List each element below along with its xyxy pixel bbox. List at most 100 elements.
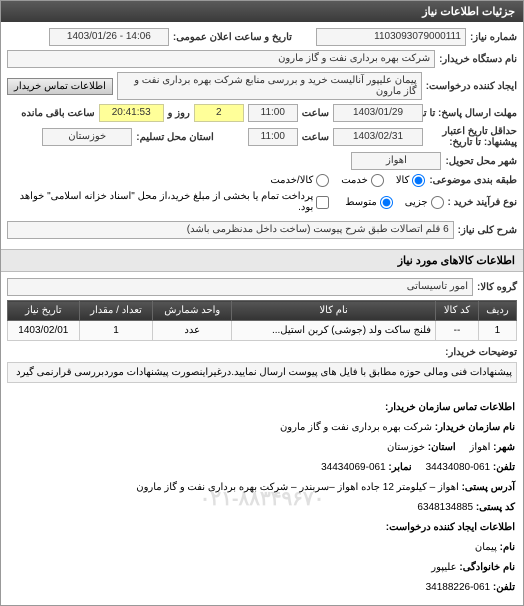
validity-date-field: 1403/02/31 [333,128,423,146]
category-radio-goods[interactable]: کالا [396,174,426,187]
fax-label: نمابر: [388,462,411,473]
address-label: آدرس پستی: [462,482,515,493]
contact-info-area: ۰۲۱-۸۸۳۴۹۶۷۰ اطلاعات تماس سازمان خریدار:… [1,393,523,605]
cell-date: 1403/02/01 [8,321,80,341]
info-address: آدرس پستی: اهواز – کیلومتر 12 جاده اهواز… [9,479,515,497]
cell-unit: عدد [153,321,232,341]
purchase-radio-partial[interactable]: جزیی [405,196,444,209]
time-remaining-field: 20:41:53 [99,104,164,122]
validity-label: حداقل تاریخ اعتبار پیشنهاد: تا تاریخ: [427,126,517,148]
surname-label: نام خانوادگی: [459,562,515,573]
validity-time-label: ساعت [302,132,329,143]
goods-table: ردیف کد کالا نام کالا واحد شمارش تعداد /… [7,300,517,341]
province-info-label: استان: [428,442,456,453]
info-org: نام سازمان خریدار: شرکت بهره برداری نفت … [9,419,515,437]
days-label: روز و [168,108,190,119]
row-buyer-desc: توضیحات خریدار: [7,347,517,358]
request-number-field: 1103093079000111 [316,28,466,46]
name-value: پیمان [475,542,497,553]
validity-label-line2: پیشنهاد: تا تاریخ: [449,137,517,148]
address-value: اهواز – کیلومتر 12 جاده اهواز –سربندر – … [136,482,459,493]
buyer-desc-label: توضیحات خریدار: [445,347,517,358]
requester-field: پیمان علیپور آنالیست خرید و بررسی منابع … [117,72,422,100]
purchase-radio-medium[interactable]: متوسط [345,196,392,209]
category-radio-group: کالا خدمت کالا/خدمت [270,174,425,187]
requester-section-title: اطلاعات ایجاد کننده درخواست: [9,519,515,537]
category-radio-both-label: کالا/خدمت [270,175,313,186]
fax-value: 061-34434069 [321,462,386,473]
treasury-checkbox[interactable]: پرداخت تمام یا بخشی از مبلغ خرید،از محل … [7,191,329,213]
cell-row-num: 1 [478,321,516,341]
city-label: شهر محل تحویل: [445,156,517,167]
contact-buyer-button[interactable]: اطلاعات تماس خریدار [7,78,113,95]
category-radio-goods-label: کالا [396,175,410,186]
req-phone-value: 061-34188226 [426,582,491,593]
panel-title: جزئیات اطلاعات نیاز [1,1,523,22]
phone-label: تلفن: [493,462,515,473]
category-radio-service-input[interactable] [371,174,384,187]
treasury-checkbox-input[interactable] [316,196,329,209]
row-buyer-org: نام دستگاه خریدار: شرکت بهره برداری نفت … [7,50,517,68]
row-city: شهر محل تحویل: اهواز [7,152,517,170]
row-goods-group: گروه کالا: امور تاسیساتی [7,278,517,296]
row-category: طبقه بندی موضوعی: کالا خدمت کالا/خدمت [7,174,517,187]
province-field: خوزستان [42,128,132,146]
info-phone: تلفن: 061-34434080 نمابر: 061-34434069 [9,459,515,477]
info-surname: نام خانوادگی: علیپور [9,559,515,577]
city-info-value: اهواز [470,442,491,453]
info-name: نام: پیمان [9,539,515,557]
category-radio-service-label: خدمت [341,175,368,186]
goods-group-label: گروه کالا: [477,282,517,293]
province-info-value: خوزستان [387,442,425,453]
need-desc-label: شرح کلی نیاز: [458,225,517,236]
phone-value: 061-34434080 [426,462,491,473]
category-radio-service[interactable]: خدمت [341,174,384,187]
table-row[interactable]: 1 -- فلنج ساکت ولد (جوشی) کربن استیل... … [8,321,517,341]
public-date-label: تاریخ و ساعت اعلان عمومی: [173,32,292,43]
days-remaining-field: 2 [194,104,244,122]
purchase-radio-medium-label: متوسط [345,197,376,208]
table-header-row: ردیف کد کالا نام کالا واحد شمارش تعداد /… [8,301,517,321]
row-validity: حداقل تاریخ اعتبار پیشنهاد: تا تاریخ: 14… [7,126,517,148]
buyer-desc-box: پیشنهادات فنی ومالی حوزه مطابق با فایل ه… [7,362,517,383]
row-purchase-type: نوع فرآیند خرید : جزیی متوسط پرداخت تمام… [7,191,517,213]
public-date-field: 14:06 - 1403/01/26 [49,28,169,46]
org-value: شرکت بهره برداری نفت و گاز مارون [280,422,432,433]
buyer-org-label: نام دستگاه خریدار: [439,54,517,65]
purchase-radio-group: جزیی متوسط [345,196,443,209]
goods-group-field: امور تاسیساتی [7,278,473,296]
purchase-radio-medium-input[interactable] [380,196,393,209]
city-field: اهواز [351,152,441,170]
cell-qty: 1 [79,321,153,341]
purchase-radio-partial-input[interactable] [431,196,444,209]
category-radio-goods-input[interactable] [412,174,425,187]
buyer-org-field: شرکت بهره برداری نفت و گاز مارون [7,50,435,68]
cell-code: -- [436,321,479,341]
info-postal: کد پستی: 6348134885 [9,499,515,517]
postal-value: 6348134885 [417,502,473,513]
row-requester: ایجاد کننده درخواست: پیمان علیپور آنالیس… [7,72,517,100]
need-desc-field: 6 قلم اتصالات طبق شرح پیوست (ساخت داخل م… [7,221,454,239]
category-radio-both[interactable]: کالا/خدمت [270,174,329,187]
requester-label: ایجاد کننده درخواست: [426,81,517,92]
req-phone-label: تلفن: [493,582,515,593]
col-row-num: ردیف [478,301,516,321]
province-label: استان محل تسلیم: [136,132,214,143]
treasury-checkbox-label: پرداخت تمام یا بخشی از مبلغ خرید،از محل … [7,191,313,213]
contact-section-title: اطلاعات تماس سازمان خریدار: [9,399,515,417]
category-radio-both-input[interactable] [316,174,329,187]
goods-area: گروه کالا: امور تاسیساتی ردیف کد کالا نا… [1,272,523,393]
name-label: نام: [500,542,515,553]
org-label: نام سازمان خریدار: [435,422,515,433]
category-label: طبقه بندی موضوعی: [429,175,517,186]
postal-label: کد پستی: [476,502,515,513]
purchase-radio-partial-label: جزیی [405,197,428,208]
city-info-label: شهر: [493,442,515,453]
response-time-field: 11:00 [248,104,298,122]
time-remaining-label: ساعت باقی مانده [21,108,94,119]
col-unit: واحد شمارش [153,301,232,321]
validity-time-field: 11:00 [248,128,298,146]
goods-section-title: اطلاعات کالاهای مورد نیاز [1,249,523,272]
purchase-type-label: نوع فرآیند خرید : [448,197,517,208]
row-response-deadline: مهلت ارسال پاسخ: تا تاریخ: 1403/01/29 سا… [7,104,517,122]
